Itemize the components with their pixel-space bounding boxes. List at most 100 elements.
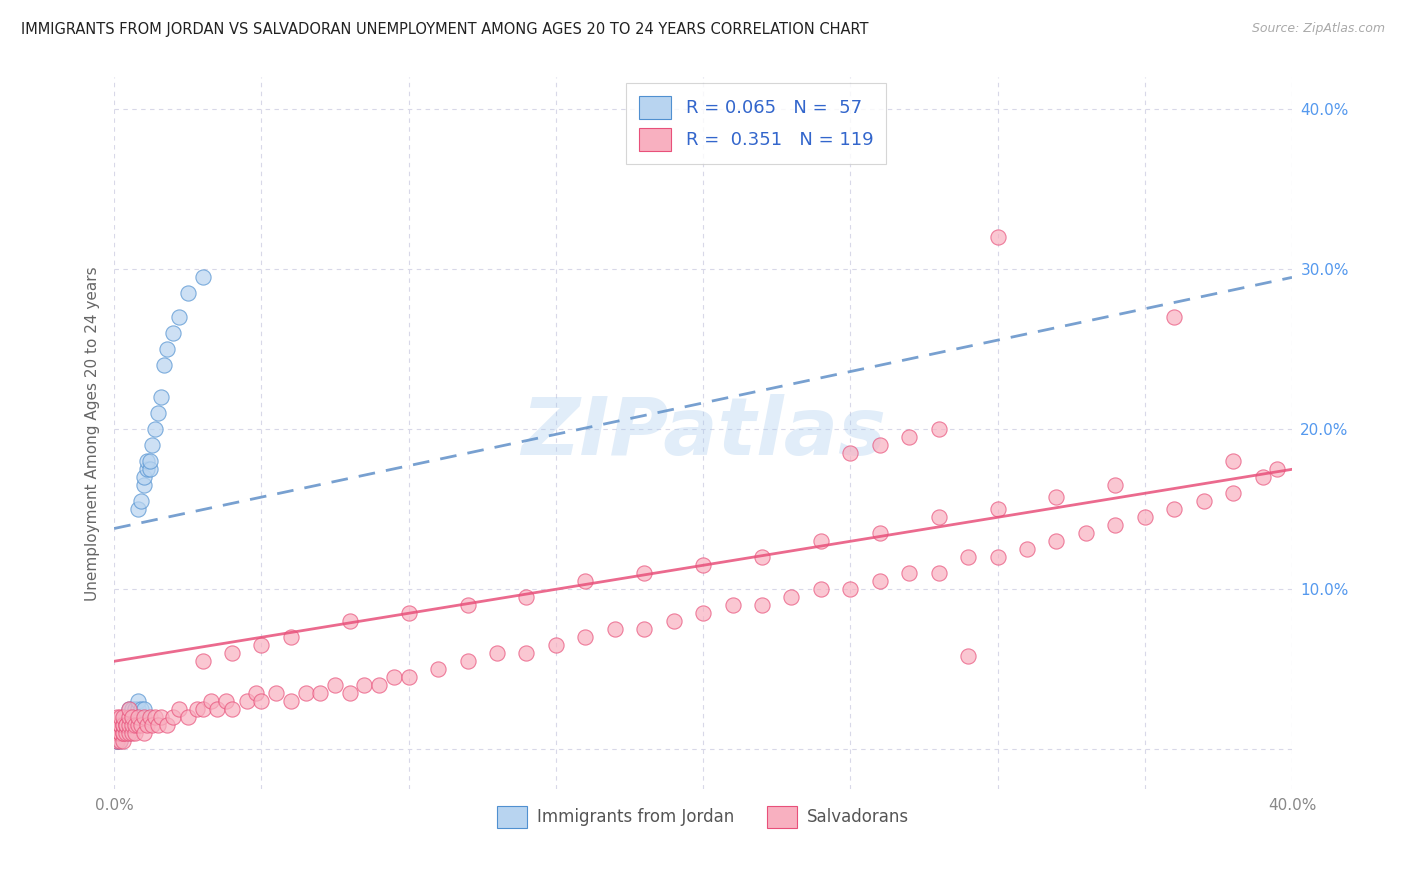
Point — [129, 718, 152, 732]
Point — [250, 694, 273, 708]
Point — [177, 286, 200, 301]
Point — [957, 649, 980, 664]
Point — [111, 718, 134, 732]
Point — [132, 478, 155, 492]
Point — [118, 718, 141, 732]
Point — [1045, 534, 1067, 549]
Point — [339, 614, 361, 628]
Point — [105, 710, 128, 724]
Text: IMMIGRANTS FROM JORDAN VS SALVADORAN UNEMPLOYMENT AMONG AGES 20 TO 24 YEARS CORR: IMMIGRANTS FROM JORDAN VS SALVADORAN UNE… — [21, 22, 869, 37]
Point — [515, 646, 537, 660]
Point — [957, 550, 980, 565]
Point — [111, 718, 134, 732]
Point — [986, 550, 1008, 565]
Point — [215, 694, 238, 708]
Point — [898, 566, 921, 581]
Point — [105, 734, 128, 748]
Point — [127, 718, 149, 732]
Point — [118, 726, 141, 740]
Point — [751, 599, 773, 613]
Point — [138, 454, 160, 468]
Point — [485, 646, 508, 660]
Point — [221, 702, 243, 716]
Point — [986, 502, 1008, 516]
Point — [148, 406, 170, 420]
Point — [264, 686, 287, 700]
Point — [1133, 510, 1156, 524]
Point — [118, 702, 141, 716]
Point — [250, 638, 273, 652]
Point — [124, 718, 146, 732]
Point — [692, 607, 714, 621]
Point — [105, 734, 128, 748]
Point — [1015, 542, 1038, 557]
Point — [124, 710, 146, 724]
Point — [105, 726, 128, 740]
Point — [111, 726, 134, 740]
Point — [1104, 478, 1126, 492]
Point — [111, 726, 134, 740]
Point — [121, 726, 143, 740]
Point — [633, 622, 655, 636]
Point — [221, 646, 243, 660]
Point — [115, 710, 138, 724]
Point — [121, 702, 143, 716]
Point — [1104, 518, 1126, 533]
Point — [662, 614, 685, 628]
Point — [111, 734, 134, 748]
Point — [124, 710, 146, 724]
Point — [141, 718, 163, 732]
Point — [162, 710, 184, 724]
Point — [810, 534, 832, 549]
Point — [869, 438, 891, 452]
Point — [118, 718, 141, 732]
Point — [574, 574, 596, 589]
Point — [115, 718, 138, 732]
Point — [111, 726, 134, 740]
Point — [928, 566, 950, 581]
Point — [1222, 486, 1244, 500]
Point — [398, 670, 420, 684]
Point — [515, 591, 537, 605]
Point — [457, 654, 479, 668]
Point — [145, 710, 167, 724]
Point — [129, 710, 152, 724]
Point — [108, 718, 131, 732]
Point — [368, 678, 391, 692]
Point — [108, 710, 131, 724]
Point — [121, 710, 143, 724]
Point — [280, 630, 302, 644]
Point — [150, 710, 173, 724]
Point — [574, 630, 596, 644]
Point — [153, 359, 176, 373]
Point — [382, 670, 405, 684]
Legend: Immigrants from Jordan, Salvadorans: Immigrants from Jordan, Salvadorans — [491, 799, 917, 834]
Point — [132, 726, 155, 740]
Point — [1163, 310, 1185, 325]
Point — [127, 702, 149, 716]
Y-axis label: Unemployment Among Ages 20 to 24 years: Unemployment Among Ages 20 to 24 years — [86, 266, 100, 600]
Point — [1163, 502, 1185, 516]
Point — [118, 702, 141, 716]
Point — [245, 686, 267, 700]
Point — [294, 686, 316, 700]
Point — [207, 702, 229, 716]
Point — [121, 718, 143, 732]
Point — [127, 710, 149, 724]
Point — [986, 230, 1008, 244]
Point — [200, 694, 222, 708]
Point — [780, 591, 803, 605]
Point — [108, 726, 131, 740]
Point — [105, 726, 128, 740]
Point — [721, 599, 744, 613]
Point — [1074, 526, 1097, 541]
Point — [105, 726, 128, 740]
Point — [135, 454, 157, 468]
Point — [108, 726, 131, 740]
Point — [150, 390, 173, 404]
Point — [115, 726, 138, 740]
Point — [108, 726, 131, 740]
Point — [156, 718, 179, 732]
Point — [108, 726, 131, 740]
Point — [398, 607, 420, 621]
